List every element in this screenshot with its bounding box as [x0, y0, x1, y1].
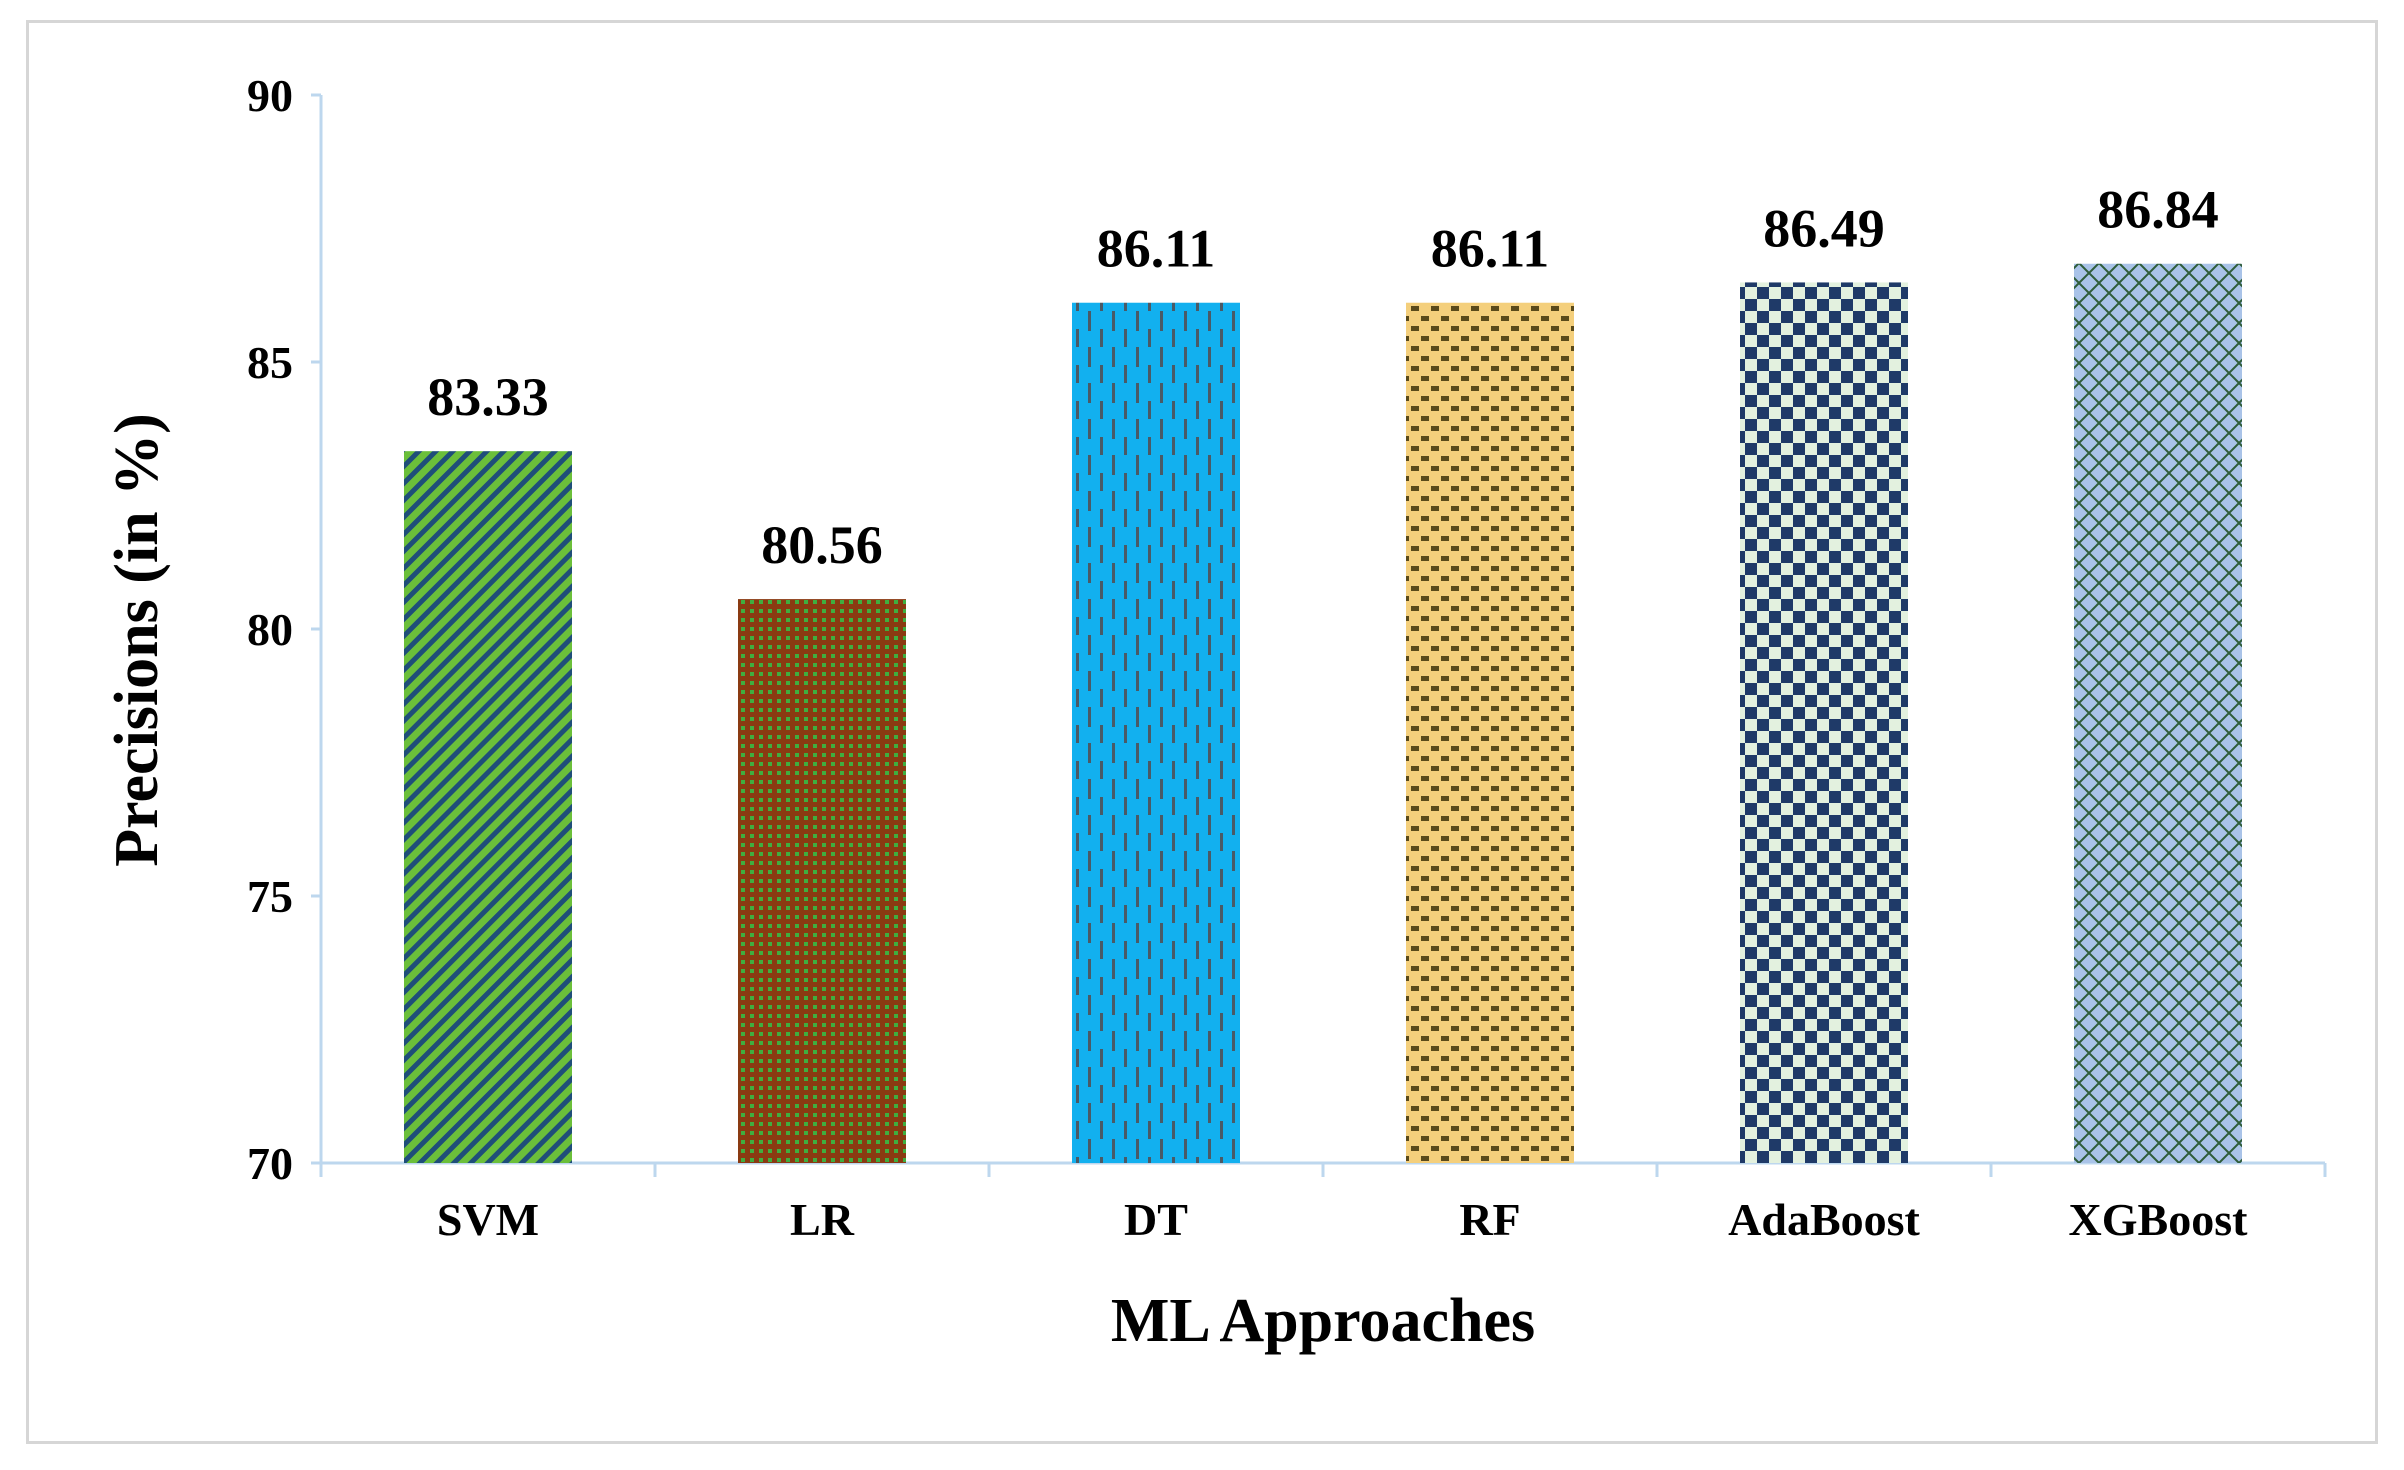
- data-label-lr: 80.56: [761, 515, 883, 575]
- chart-frame: 70 75 80 85 90 83.33 SVM 80.56 LR 86.11 DT 86.11 RF 8…: [26, 20, 2378, 1444]
- y-tick-label: 70: [247, 1138, 293, 1189]
- y-tick-label: 90: [247, 70, 293, 121]
- x-tick-label-rf: RF: [1459, 1194, 1520, 1245]
- bars: [404, 263, 2242, 1164]
- bar-svm: [404, 451, 572, 1164]
- bar-chart: 70 75 80 85 90 83.33 SVM 80.56 LR 86.11 DT 86.11 RF 8…: [103, 70, 2327, 1355]
- bar-lr: [738, 599, 906, 1163]
- y-tick-label: 80: [247, 604, 293, 655]
- x-tick-label-xgboost: XGBoost: [2069, 1194, 2249, 1245]
- bar-xgboost: [2074, 263, 2242, 1163]
- y-tick-label: 85: [247, 337, 293, 388]
- labels: 70 75 80 85 90 83.33 SVM 80.56 LR 86.11 DT 86.11 RF 8…: [247, 70, 2248, 1245]
- data-label-adaboost: 86.49: [1763, 198, 1885, 258]
- x-tick-label-svm: SVM: [437, 1194, 539, 1245]
- data-label-rf: 86.11: [1431, 219, 1550, 279]
- x-axis-title: ML Approaches: [1111, 1287, 1535, 1355]
- y-tick-label: 75: [247, 871, 293, 922]
- bar-adaboost: [1740, 282, 1908, 1164]
- bar-dt: [1072, 302, 1240, 1163]
- data-label-svm: 83.33: [427, 367, 549, 427]
- bar-rf: [1406, 302, 1574, 1163]
- data-label-xgboost: 86.84: [2097, 180, 2219, 240]
- y-axis-title: Precisions (in %): [103, 413, 171, 867]
- x-tick-label-lr: LR: [790, 1194, 855, 1245]
- data-label-dt: 86.11: [1097, 219, 1216, 279]
- x-tick-label-dt: DT: [1124, 1194, 1188, 1245]
- x-tick-label-adaboost: AdaBoost: [1728, 1194, 1920, 1245]
- axes: [311, 93, 2327, 1177]
